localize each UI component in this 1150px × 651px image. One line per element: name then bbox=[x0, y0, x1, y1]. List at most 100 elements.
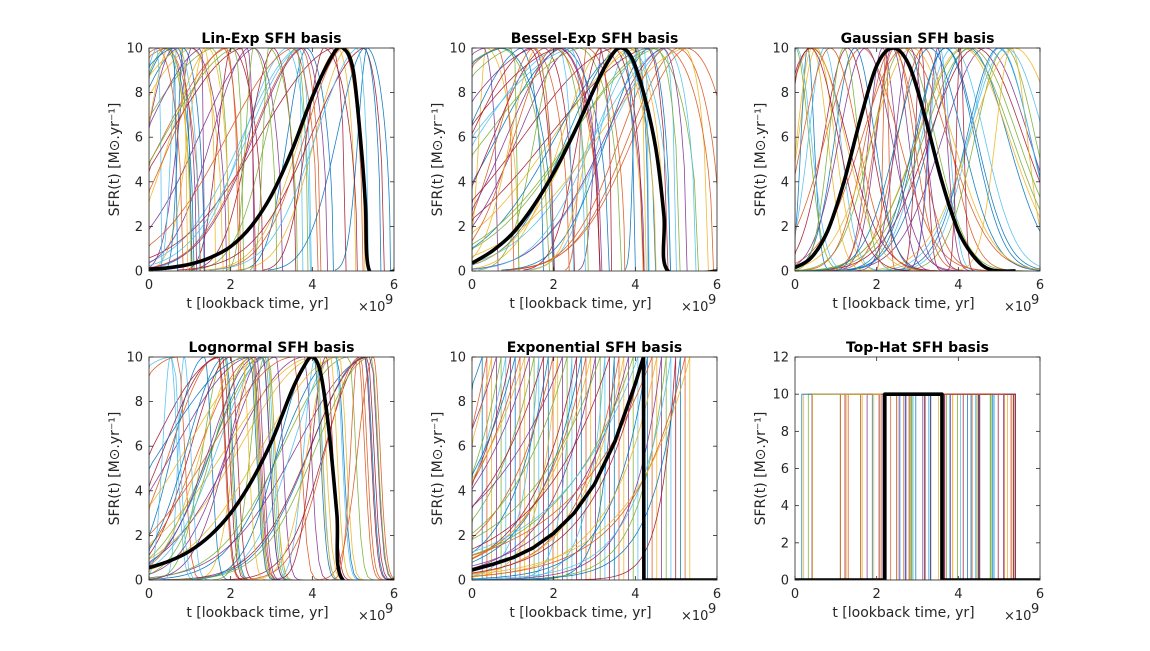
basis-curve bbox=[472, 357, 516, 580]
basis-curve bbox=[472, 357, 662, 580]
panel-title: Lognormal SFH basis bbox=[189, 340, 355, 356]
basis-curve bbox=[149, 48, 322, 271]
panel-1: 0 2 4 6 0 2 4 6 8 10 Lin-Exp SFH basis t [lookback … bbox=[107, 31, 398, 315]
highlight-curve bbox=[795, 48, 1016, 271]
basis-curve bbox=[799, 48, 1040, 271]
axes-frame bbox=[148, 356, 395, 581]
basis-curve bbox=[856, 48, 1040, 271]
basis-curve bbox=[830, 48, 1040, 271]
basis-curve bbox=[795, 393, 1016, 580]
basis-curve bbox=[149, 48, 202, 271]
basis-curve bbox=[885, 48, 1040, 271]
basis-curve bbox=[795, 393, 1016, 580]
x-tick-label: 4 bbox=[954, 587, 962, 602]
basis-curve bbox=[472, 357, 691, 580]
basis-curve bbox=[795, 393, 1016, 580]
y-tick-label: 4 bbox=[781, 499, 789, 514]
basis-curve bbox=[149, 357, 292, 580]
basis-curve bbox=[149, 48, 224, 271]
y-tick-label: 8 bbox=[135, 395, 143, 410]
x-tick-label: 6 bbox=[390, 278, 398, 293]
x-tick-label: 4 bbox=[631, 278, 639, 293]
basis-curve bbox=[149, 357, 279, 580]
y-tick-label: 0 bbox=[135, 265, 143, 280]
basis-curve bbox=[501, 48, 717, 271]
basis-curve bbox=[795, 48, 873, 271]
basis-curve bbox=[149, 48, 284, 271]
y-tick-label: 2 bbox=[458, 529, 466, 544]
y-tick-label: 8 bbox=[781, 425, 789, 440]
basis-curve bbox=[212, 357, 294, 580]
basis-curve bbox=[192, 357, 280, 580]
x-tick-label: 0 bbox=[145, 278, 153, 293]
basis-curve bbox=[472, 48, 601, 271]
highlight-curve bbox=[149, 48, 394, 271]
basis-curve bbox=[472, 357, 592, 580]
x-tick-label: 0 bbox=[468, 587, 476, 602]
basis-curve bbox=[156, 48, 201, 271]
basis-curve bbox=[149, 357, 234, 580]
basis-curve bbox=[247, 357, 359, 580]
panel-title: Exponential SFH basis bbox=[507, 340, 682, 356]
basis-curve bbox=[472, 357, 610, 580]
basis-curve bbox=[472, 48, 554, 271]
panel-3: 0 2 4 6 0 2 4 6 8 10 Gaussian SFH basis t [lookback… bbox=[753, 31, 1044, 315]
x-tick-label: 0 bbox=[145, 587, 153, 602]
basis-curve bbox=[267, 48, 382, 271]
basis-curve bbox=[472, 357, 535, 580]
plot-area bbox=[149, 357, 394, 580]
y-tick-label: 0 bbox=[781, 265, 789, 280]
y-tick-label: 0 bbox=[458, 265, 466, 280]
basis-curve bbox=[472, 48, 688, 271]
x-axis-label: t [lookback time, yr] bbox=[509, 296, 651, 312]
axes-frame bbox=[148, 47, 395, 272]
basis-curve bbox=[472, 48, 555, 271]
basis-curve bbox=[814, 48, 1040, 271]
basis-curve bbox=[149, 48, 304, 271]
x-tick-label: 6 bbox=[390, 587, 398, 602]
basis-curve bbox=[149, 48, 184, 271]
basis-curve bbox=[235, 48, 366, 271]
plot-area bbox=[472, 357, 717, 580]
y-tick-label: 0 bbox=[458, 574, 466, 589]
basis-curve bbox=[472, 48, 570, 271]
basis-curve bbox=[472, 357, 596, 580]
highlight-curve bbox=[472, 48, 717, 271]
x-axis-label: t [lookback time, yr] bbox=[186, 605, 328, 621]
basis-curve bbox=[149, 357, 255, 580]
basis-curve bbox=[149, 357, 286, 580]
basis-curve bbox=[472, 48, 601, 271]
basis-curve bbox=[472, 48, 601, 271]
basis-curve bbox=[149, 357, 369, 580]
basis-curve bbox=[564, 48, 626, 271]
y-tick-label: 4 bbox=[135, 175, 143, 190]
basis-curve bbox=[472, 357, 643, 580]
panel-5: 0 2 4 6 0 2 4 6 8 10 Exponential SFH basis t [lookb… bbox=[430, 340, 721, 624]
basis-curve bbox=[472, 357, 549, 580]
basis-curve bbox=[149, 48, 231, 271]
x-axis-label: t [lookback time, yr] bbox=[509, 605, 651, 621]
y-tick-label: 4 bbox=[135, 484, 143, 499]
basis-curve bbox=[149, 357, 334, 580]
basis-curve bbox=[472, 357, 634, 580]
y-tick-label: 8 bbox=[135, 86, 143, 101]
basis-curve bbox=[149, 357, 252, 580]
basis-curve bbox=[795, 48, 1040, 271]
basis-curve bbox=[149, 357, 324, 580]
x-tick-label: 2 bbox=[873, 278, 881, 293]
y-tick-label: 2 bbox=[781, 220, 789, 235]
basis-curve bbox=[472, 48, 574, 271]
basis-curve bbox=[795, 48, 889, 271]
basis-curve bbox=[472, 48, 636, 271]
y-tick-label: 8 bbox=[458, 86, 466, 101]
panel-title: Bessel-Exp SFH basis bbox=[511, 31, 679, 47]
y-axis-label: SFR(t) [M⊙.yr⁻¹] bbox=[753, 103, 769, 217]
y-tick-label: 6 bbox=[781, 131, 789, 146]
basis-curve bbox=[795, 48, 940, 271]
y-tick-label: 8 bbox=[781, 86, 789, 101]
plot-area bbox=[149, 48, 394, 271]
basis-curve bbox=[820, 48, 1027, 271]
axes-frame bbox=[471, 356, 718, 581]
basis-curve bbox=[149, 48, 328, 271]
